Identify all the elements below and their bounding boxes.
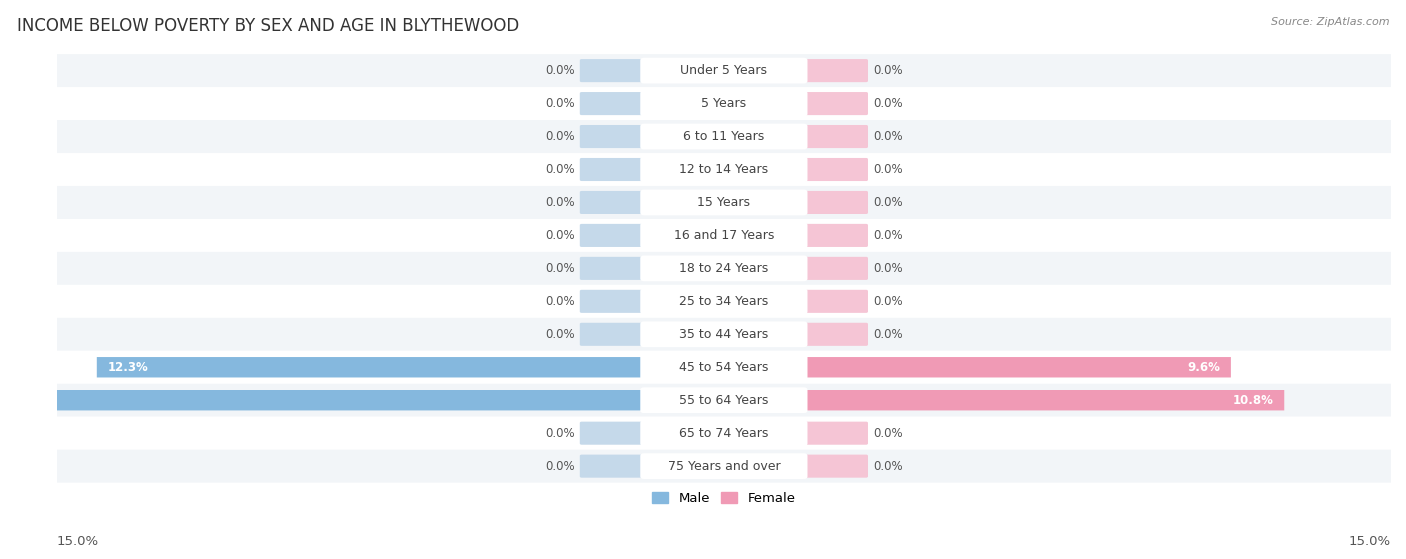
FancyBboxPatch shape (803, 421, 868, 445)
Text: 0.0%: 0.0% (873, 427, 903, 440)
FancyBboxPatch shape (579, 257, 645, 280)
FancyBboxPatch shape (640, 157, 807, 182)
FancyBboxPatch shape (56, 219, 1391, 252)
Text: 6 to 11 Years: 6 to 11 Years (683, 130, 765, 143)
FancyBboxPatch shape (803, 125, 868, 148)
FancyBboxPatch shape (579, 158, 645, 181)
Text: 9.6%: 9.6% (1187, 361, 1220, 374)
FancyBboxPatch shape (579, 191, 645, 214)
FancyBboxPatch shape (56, 449, 1391, 482)
FancyBboxPatch shape (579, 454, 645, 478)
FancyBboxPatch shape (803, 454, 868, 478)
Text: 12.3%: 12.3% (108, 361, 149, 374)
FancyBboxPatch shape (803, 323, 868, 346)
FancyBboxPatch shape (579, 323, 645, 346)
FancyBboxPatch shape (640, 124, 807, 149)
FancyBboxPatch shape (56, 383, 1391, 416)
FancyBboxPatch shape (640, 58, 807, 83)
FancyBboxPatch shape (56, 54, 1391, 87)
FancyBboxPatch shape (640, 387, 807, 413)
FancyBboxPatch shape (0, 390, 644, 410)
FancyBboxPatch shape (56, 416, 1391, 449)
Text: 0.0%: 0.0% (873, 64, 903, 77)
Text: 35 to 44 Years: 35 to 44 Years (679, 328, 769, 341)
FancyBboxPatch shape (803, 59, 868, 82)
Text: 0.0%: 0.0% (873, 130, 903, 143)
Text: 0.0%: 0.0% (546, 130, 575, 143)
FancyBboxPatch shape (56, 186, 1391, 219)
FancyBboxPatch shape (56, 318, 1391, 351)
Text: 0.0%: 0.0% (546, 196, 575, 209)
Text: 0.0%: 0.0% (873, 97, 903, 110)
Text: 0.0%: 0.0% (873, 163, 903, 176)
FancyBboxPatch shape (804, 390, 1284, 410)
Text: 0.0%: 0.0% (546, 295, 575, 308)
FancyBboxPatch shape (640, 354, 807, 380)
FancyBboxPatch shape (56, 153, 1391, 186)
Text: 0.0%: 0.0% (546, 229, 575, 242)
Text: 25 to 34 Years: 25 to 34 Years (679, 295, 769, 308)
Text: 16 and 17 Years: 16 and 17 Years (673, 229, 775, 242)
FancyBboxPatch shape (640, 255, 807, 281)
FancyBboxPatch shape (804, 357, 1230, 377)
FancyBboxPatch shape (640, 321, 807, 347)
FancyBboxPatch shape (56, 252, 1391, 285)
Text: 0.0%: 0.0% (873, 262, 903, 275)
Text: 18 to 24 Years: 18 to 24 Years (679, 262, 769, 275)
FancyBboxPatch shape (579, 224, 645, 247)
Text: 10.8%: 10.8% (1232, 394, 1274, 407)
Text: 0.0%: 0.0% (546, 163, 575, 176)
Text: 14.6%: 14.6% (6, 394, 46, 407)
FancyBboxPatch shape (579, 59, 645, 82)
FancyBboxPatch shape (579, 125, 645, 148)
Text: 5 Years: 5 Years (702, 97, 747, 110)
FancyBboxPatch shape (579, 92, 645, 115)
FancyBboxPatch shape (803, 158, 868, 181)
FancyBboxPatch shape (56, 285, 1391, 318)
Text: 15.0%: 15.0% (56, 535, 98, 548)
Text: 15 Years: 15 Years (697, 196, 751, 209)
FancyBboxPatch shape (97, 357, 644, 377)
Text: 0.0%: 0.0% (873, 295, 903, 308)
FancyBboxPatch shape (579, 421, 645, 445)
FancyBboxPatch shape (56, 87, 1391, 120)
FancyBboxPatch shape (640, 190, 807, 215)
FancyBboxPatch shape (579, 290, 645, 313)
Text: 15.0%: 15.0% (1348, 535, 1391, 548)
Text: Source: ZipAtlas.com: Source: ZipAtlas.com (1271, 17, 1389, 27)
Text: Under 5 Years: Under 5 Years (681, 64, 768, 77)
Text: 0.0%: 0.0% (873, 459, 903, 473)
FancyBboxPatch shape (803, 92, 868, 115)
FancyBboxPatch shape (640, 420, 807, 446)
Text: 0.0%: 0.0% (546, 262, 575, 275)
FancyBboxPatch shape (56, 120, 1391, 153)
FancyBboxPatch shape (640, 453, 807, 479)
Text: 0.0%: 0.0% (546, 459, 575, 473)
FancyBboxPatch shape (803, 224, 868, 247)
Text: 12 to 14 Years: 12 to 14 Years (679, 163, 769, 176)
Text: 0.0%: 0.0% (873, 196, 903, 209)
Legend: Male, Female: Male, Female (647, 487, 800, 510)
Text: INCOME BELOW POVERTY BY SEX AND AGE IN BLYTHEWOOD: INCOME BELOW POVERTY BY SEX AND AGE IN B… (17, 17, 519, 35)
Text: 65 to 74 Years: 65 to 74 Years (679, 427, 769, 440)
FancyBboxPatch shape (803, 191, 868, 214)
FancyBboxPatch shape (640, 91, 807, 116)
FancyBboxPatch shape (56, 351, 1391, 383)
Text: 0.0%: 0.0% (546, 328, 575, 341)
Text: 0.0%: 0.0% (546, 64, 575, 77)
Text: 75 Years and over: 75 Years and over (668, 459, 780, 473)
Text: 0.0%: 0.0% (546, 427, 575, 440)
FancyBboxPatch shape (803, 257, 868, 280)
FancyBboxPatch shape (803, 290, 868, 313)
Text: 0.0%: 0.0% (873, 229, 903, 242)
FancyBboxPatch shape (640, 222, 807, 248)
Text: 0.0%: 0.0% (546, 97, 575, 110)
Text: 45 to 54 Years: 45 to 54 Years (679, 361, 769, 374)
FancyBboxPatch shape (640, 288, 807, 314)
Text: 0.0%: 0.0% (873, 328, 903, 341)
Text: 55 to 64 Years: 55 to 64 Years (679, 394, 769, 407)
